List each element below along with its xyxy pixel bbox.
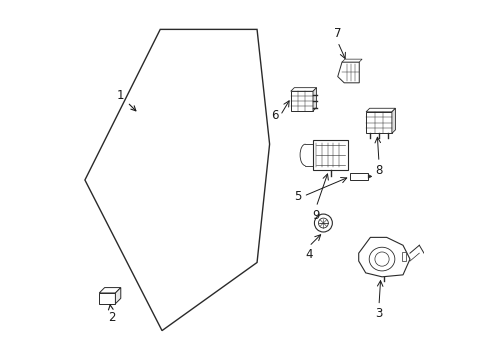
Polygon shape (115, 288, 121, 304)
Polygon shape (312, 87, 316, 111)
Polygon shape (99, 288, 121, 293)
Bar (99, 293, 115, 304)
Bar (366, 112, 391, 134)
Polygon shape (391, 108, 395, 134)
Text: 9: 9 (312, 209, 319, 222)
Text: 2: 2 (108, 305, 115, 324)
Polygon shape (366, 108, 395, 112)
Bar (349, 173, 367, 180)
Text: 3: 3 (374, 307, 382, 320)
Bar (401, 252, 406, 261)
Polygon shape (367, 175, 371, 178)
Text: 1: 1 (117, 89, 136, 111)
Bar (312, 140, 348, 170)
Text: 5: 5 (294, 190, 301, 203)
Bar (290, 91, 312, 111)
Text: 4: 4 (305, 248, 312, 261)
Text: 8: 8 (374, 164, 382, 177)
Polygon shape (290, 87, 316, 91)
Text: 6: 6 (270, 109, 278, 122)
Text: 7: 7 (333, 27, 341, 40)
Polygon shape (341, 59, 362, 62)
